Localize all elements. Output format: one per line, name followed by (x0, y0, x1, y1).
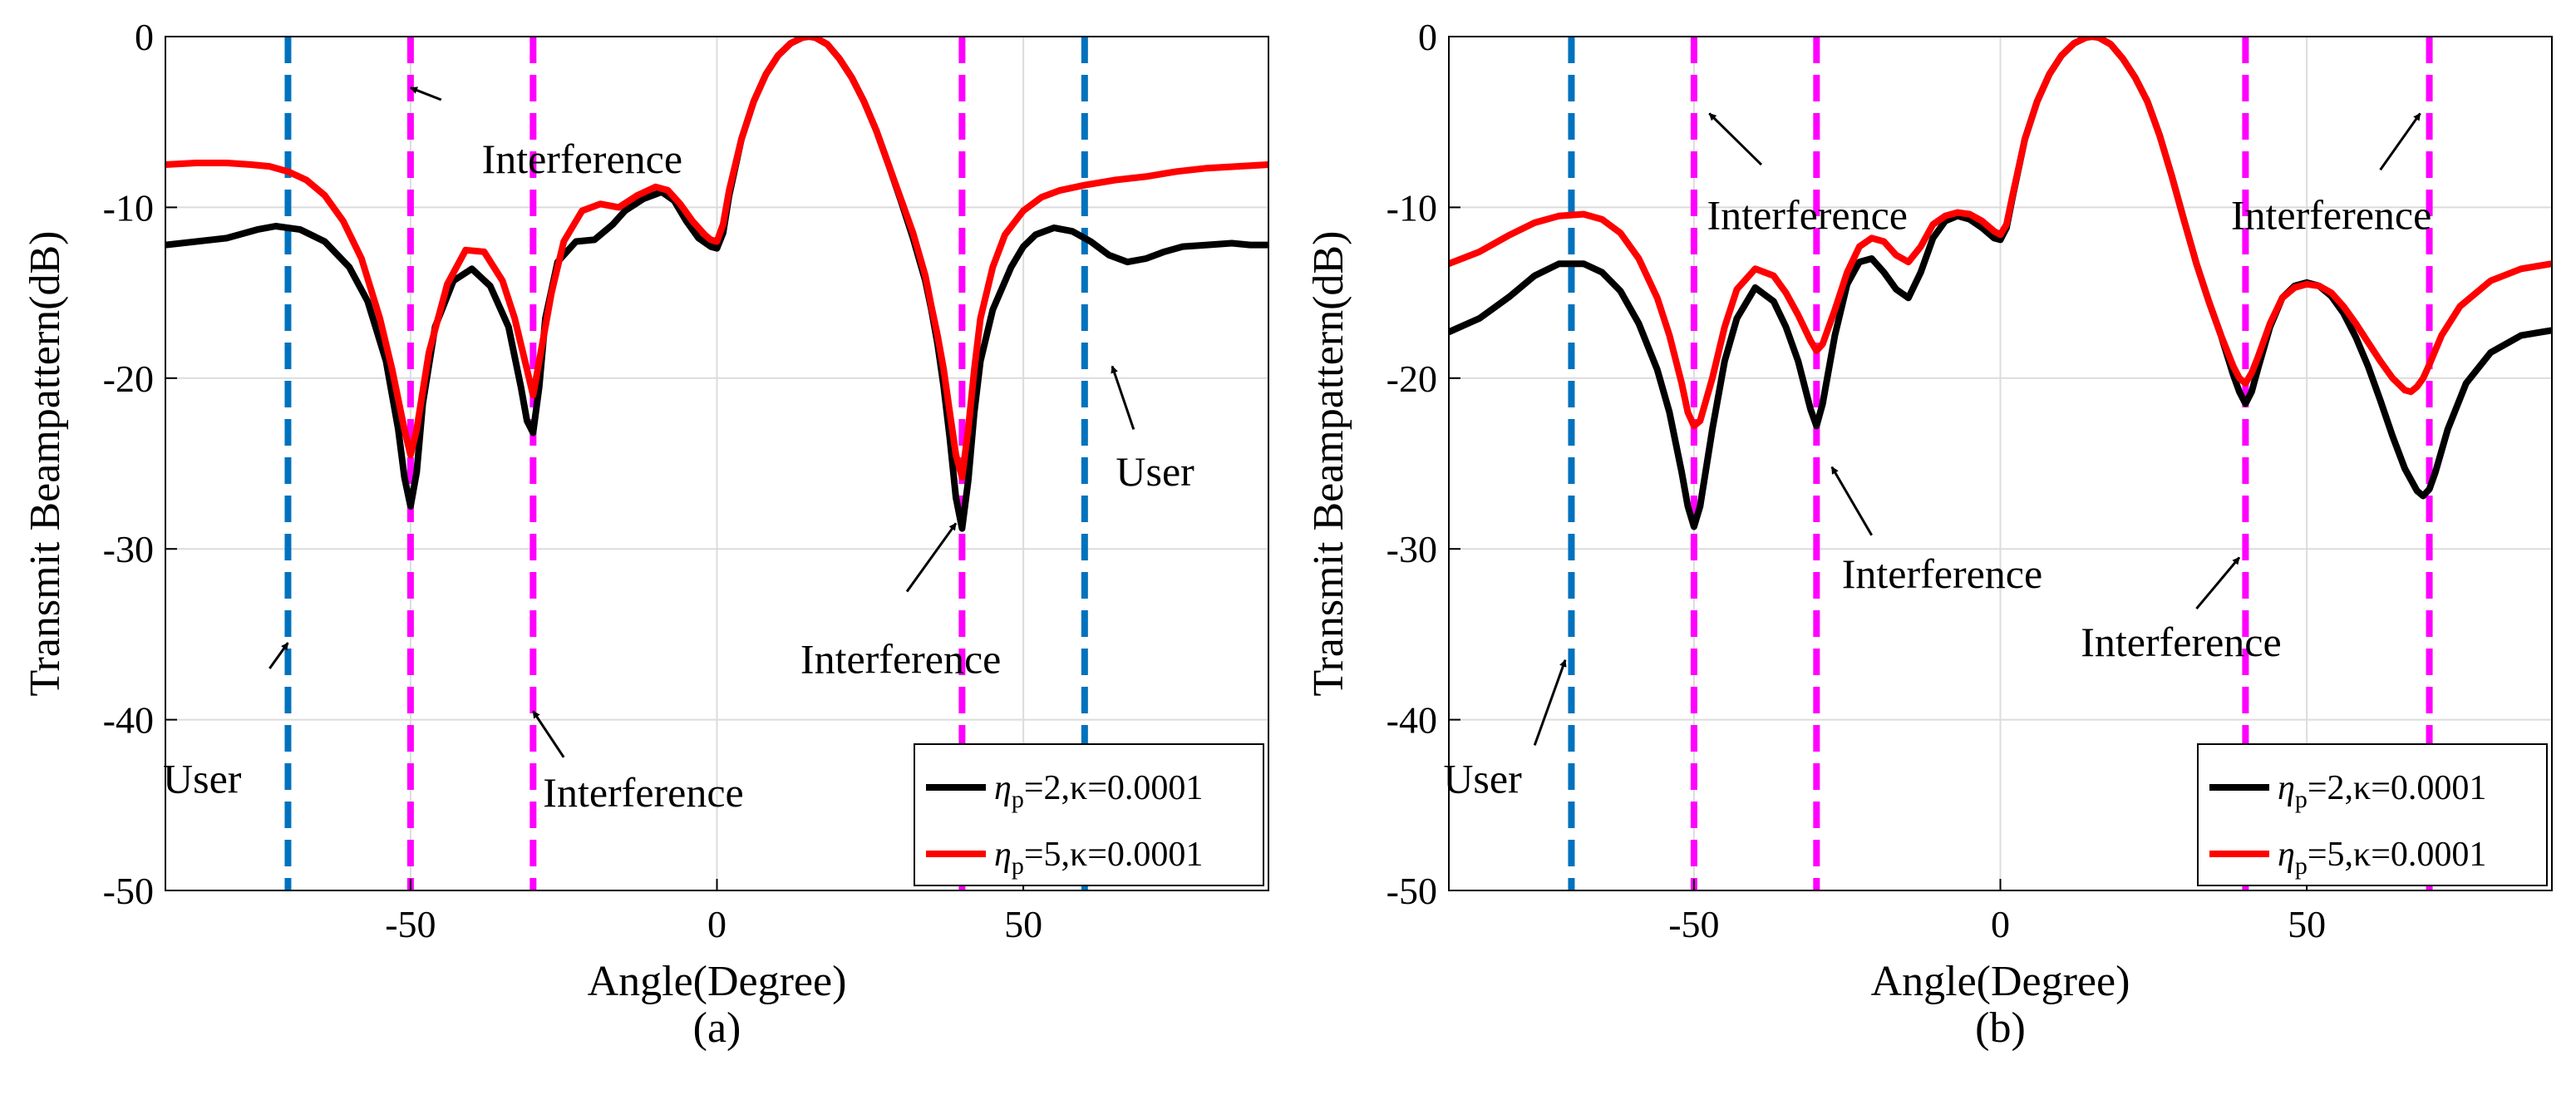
chart-panel-a: -50 0 50 0 -10 -20 -30 -40 -50 Angle(Degree) Trans… (22, 16, 1269, 1052)
legend-eta: η (994, 836, 1012, 874)
annotation: User (1443, 659, 1567, 802)
annotation-arrow (905, 522, 958, 593)
annotation-arrow (1708, 112, 1763, 166)
legend-subscript: p (1012, 852, 1024, 880)
y-tick-label: -30 (103, 528, 154, 570)
annotation: User (1111, 365, 1194, 495)
y-tick-label: -20 (103, 358, 154, 400)
legend-box (2197, 743, 2548, 886)
legend-entry: ηp=5,κ=0.0001 (2278, 836, 2486, 880)
x-axis-label: Angle(Degree) (1871, 958, 2130, 1005)
y-tick-label: -10 (103, 186, 154, 229)
legend-box (914, 743, 1264, 886)
series-group (165, 37, 1268, 532)
legend-entry: ηp=2,κ=0.0001 (2278, 769, 2486, 813)
legend-params: =5,κ=0.0001 (2308, 836, 2487, 874)
annotation: Interference (2231, 112, 2431, 239)
y-axis-label: Transmit Beampattern(dB) (22, 231, 69, 697)
annotation-text: Interference (800, 636, 1001, 683)
legend-subscript: p (2295, 852, 2308, 880)
legend-entry: ηp=2,κ=0.0001 (994, 769, 1203, 813)
y-tick-label: -40 (103, 699, 154, 742)
annotation-text: User (163, 755, 242, 802)
annotation-text: Interference (543, 769, 743, 816)
annotation-arrow (2195, 556, 2241, 610)
annotation: Interference (1830, 466, 2042, 597)
annotation-arrow (1533, 659, 1567, 746)
annotation-text: User (1443, 755, 1522, 802)
legend-eta: η (2278, 836, 2295, 874)
annotation: Interference (410, 86, 682, 182)
annotation-text: Interference (1707, 192, 1908, 239)
y-tick-label: 0 (1418, 16, 1437, 58)
annotation: Interference (1707, 112, 1908, 239)
chart-panel-b: -50 0 50 0 -10 -20 -30 -40 -50 Angle(Degree) Trans… (1305, 16, 2553, 1052)
y-tick-label: -10 (1387, 186, 1437, 229)
x-tick-label: 0 (707, 903, 727, 945)
annotation: Interference (2081, 556, 2282, 665)
annotation-arrow (1111, 365, 1135, 430)
x-tick-label: -50 (1668, 903, 1719, 945)
y-tick-label: -50 (103, 870, 154, 912)
y-tick-label: 0 (135, 16, 154, 58)
series-group (1449, 37, 2552, 530)
annotation: User (163, 642, 289, 802)
x-tick-label: 0 (1991, 903, 2010, 945)
annotation-arrow (410, 86, 442, 101)
series-line-2 (1449, 37, 2552, 430)
x-tick-label: 50 (1004, 903, 1042, 945)
series-line-2 (165, 37, 1268, 481)
annotation-text: Interference (482, 136, 682, 182)
annotation-text: Interference (2231, 192, 2431, 239)
panel-sublabel: (b) (1975, 1004, 2026, 1052)
x-tick-label: -50 (385, 903, 436, 945)
y-tick-label: -50 (1387, 870, 1437, 912)
annotation-arrow (1830, 466, 1873, 536)
legend-params: =5,κ=0.0001 (1024, 836, 1204, 874)
y-tick-label: -30 (1387, 528, 1437, 570)
annotation-arrow (2379, 112, 2421, 171)
x-tick-label: 50 (2288, 903, 2326, 945)
legend-params: =2,κ=0.0001 (2308, 769, 2487, 807)
annotation: Interference (532, 710, 744, 816)
legend-eta: η (2278, 769, 2295, 807)
annotation-text: Interference (2081, 619, 2281, 665)
annotation-arrow (532, 710, 565, 758)
annotation-arrow (268, 642, 289, 669)
annotation-text: User (1116, 448, 1194, 495)
legend-entry: ηp=5,κ=0.0001 (994, 836, 1203, 880)
x-axis-label: Angle(Degree) (588, 958, 847, 1005)
annotation: Interference (800, 522, 1001, 683)
y-axis-label: Transmit Beampattern(dB) (1305, 231, 1352, 697)
legend-eta: η (994, 769, 1012, 807)
y-tick-label: -40 (1387, 699, 1437, 742)
panel-sublabel: (a) (693, 1004, 741, 1052)
legend-subscript: p (2295, 786, 2308, 813)
y-tick-label: -20 (1387, 358, 1437, 400)
legend-params: =2,κ=0.0001 (1024, 769, 1204, 807)
annotation-text: Interference (1842, 550, 2042, 597)
legend-subscript: p (1012, 786, 1024, 813)
